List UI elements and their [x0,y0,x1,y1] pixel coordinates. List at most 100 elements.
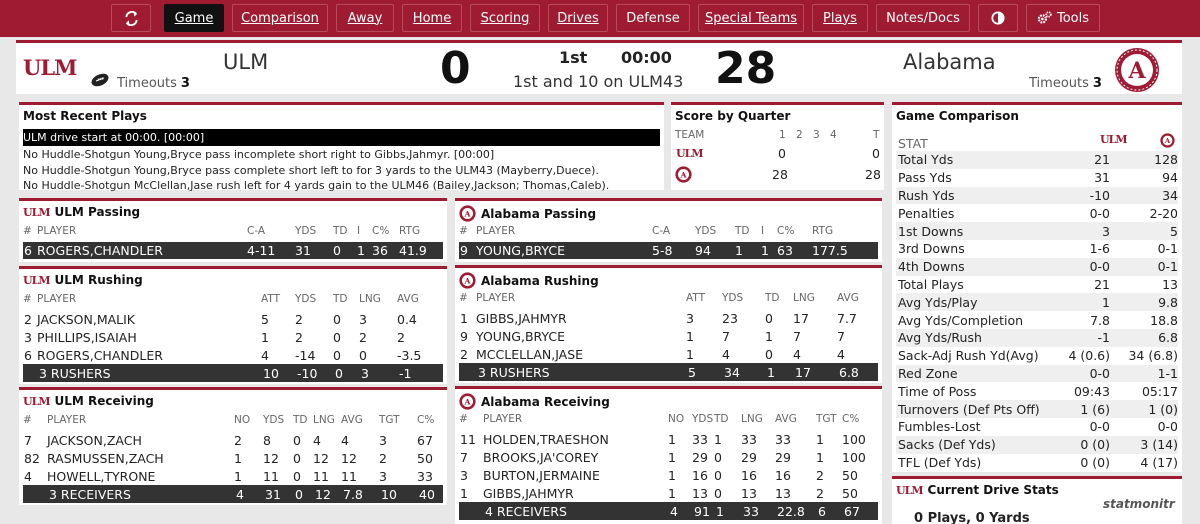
score-by-quarter-panel: Score by Quarter TEAM 1 2 3 4 T ULM 0 0 … [671,102,884,190]
away-score: 0 [440,43,471,94]
comparison-row: Rush Yds -10 34 [896,186,1178,205]
ulm-stat-value: -1 [1097,330,1110,346]
ulm_receiving-title: ULM ULM Receiving [23,394,154,408]
ulm-mini-logo: ULM [23,394,50,408]
bama_rushing-title: A Alabama Rushing [459,272,599,289]
alabama-mini-logo-icon: A [459,272,476,289]
alabama-stat-value: 0-0 [1157,419,1178,435]
table-row[interactable]: 6 ROGERS,CHANDLER 4-11 31 0 1 36 41.9 [23,242,443,259]
alabama-mini-logo-icon: A [459,205,476,222]
home-timeouts: Timeouts 3 [1029,76,1102,91]
tab-special-teams[interactable]: Special Teams [698,4,804,32]
recent-plays-panel: Most Recent Plays ULM drive start at 00:… [19,102,664,192]
drive-summary: 0 Plays, 0 Yards [914,511,1030,524]
comparison-row: Time of Poss 09:43 05:17 [896,382,1178,400]
comparison-row: Avg Yds/Rush -1 6.8 [896,329,1178,347]
table-row[interactable]: 1 GIBBS,JAHMYR 3 23 0 17 7.7 [460,310,857,326]
ulm-stat-value: 1 (6) [1080,401,1110,417]
ulm-receiving-panel: ULM ULM Receiving # PLAYER NO YDS TD LNG AVG TGT C… [19,387,447,505]
table-row[interactable]: 82 RASMUSSEN,ZACH 1 12 0 12 12 2 50 [24,450,433,466]
tab-notes-docs[interactable]: Notes/Docs [876,4,970,32]
alabama-stat-value: 13 [1162,276,1178,292]
table-header: # PLAYER C-A YDS TD I C% RTG [23,225,421,237]
table-row[interactable]: 1 GIBBS,JAHMYR 1 13 0 13 13 2 50 [460,485,858,501]
stat-label: 1st Downs [898,223,964,239]
ulm-stat-value: 3 [1102,223,1110,239]
alabama-stat-value: 4 (17) [1140,454,1178,470]
table-total-row: 3 RUSHERS 10 -10 0 3 -1 [23,364,443,382]
table-row[interactable]: 2 MCCLELLAN,JASE 1 4 0 4 4 [460,346,845,362]
alabama-logo-icon: A [1115,48,1159,92]
comparison-row: Avg Yds/Play 1 9.8 [896,293,1178,312]
table-row[interactable]: 4 HOWELL,TYRONE 1 11 0 11 11 3 33 [24,468,433,484]
svg-text:A: A [1127,58,1146,84]
table-row[interactable]: 7 BROOKS,JA'COREY 1 29 0 29 29 1 100 [460,449,866,465]
table-row[interactable]: 7 JACKSON,ZACH 2 8 0 4 4 3 67 [24,432,433,448]
table-row: A 28 28 [675,166,881,183]
tab-away[interactable]: Away [336,4,394,32]
tab-game[interactable]: Game [164,4,224,32]
alabama-mini-logo-icon: A [1160,133,1175,148]
comparison-row: Pass Yds 31 94 [896,169,1178,187]
current-drive-panel: ULM Current Drive Stats 0 Plays, 0 Yards [892,476,1182,524]
table-row[interactable]: 11 HOLDEN,TRAESHON 1 33 1 33 33 1 100 [460,431,866,447]
alabama-stat-value: 34 [1162,187,1178,203]
comparison-row: Fumbles-Lost 0-0 0-0 [896,418,1178,436]
comparison-row: Penalties 0-0 2-20 [896,204,1178,222]
refresh-icon [124,10,138,26]
alabama-passing-panel: A Alabama Passing # PLAYER C-A YDS TD I C% RTG 9 YO… [455,198,882,262]
tools-button[interactable]: Tools [1026,4,1100,32]
tab-scoring[interactable]: Scoring [470,4,540,32]
tab-home[interactable]: Home [402,4,462,32]
play-row[interactable]: No Huddle-Shotgun Young,Bryce pass compl… [23,164,599,177]
tools-label: Tools [1056,10,1090,26]
table-row[interactable]: 6 ROGERS,CHANDLER 4 -14 0 0 -3.5 [24,347,422,363]
contrast-toggle-button[interactable] [978,4,1018,32]
comparison-row: Turnovers (Def Pts Off) 1 (6) 1 (0) [896,400,1178,418]
refresh-button[interactable] [111,4,151,32]
alabama-stat-value: 3 (14) [1140,437,1178,453]
comparison-row: Avg Yds/Completion 7.8 18.8 [896,311,1178,329]
alabama-stat-value: 128 [1154,152,1178,168]
table-row[interactable]: 3 BURTON,JERMAINE 1 16 0 16 16 2 50 [460,467,858,483]
score-by-quarter-title: Score by Quarter [675,109,791,123]
alabama-stat-value: 2-20 [1149,205,1178,221]
comparison-row: Red Zone 0-0 1-1 [896,364,1178,383]
tab-comparison[interactable]: Comparison [232,4,328,32]
statmonitr-logo: statmonitr [1103,497,1175,511]
recent-plays-title: Most Recent Plays [23,109,147,123]
stat-label: Avg Yds/Play [898,294,978,310]
ulm-stat-value: 0-0 [1089,259,1110,275]
stat-label: Red Zone [898,365,958,381]
table-row: ULM 0 0 [676,146,880,161]
ulm-stat-value: 09:43 [1073,383,1110,399]
ulm_rushing-title: ULM ULM Rushing [23,273,143,287]
ulm-stat-value: 7.8 [1090,312,1110,328]
tab-defense[interactable]: Defense [616,4,690,32]
ulm-stat-value: 31 [1094,170,1110,186]
play-row[interactable]: No Huddle-Shotgun Young,Bryce pass incom… [23,148,495,161]
comparison-row: Sacks (Def Yds) 0 (0) 3 (14) [896,435,1178,454]
ulm-mini-logo: ULM [23,205,50,219]
tab-plays[interactable]: Plays [812,4,868,32]
comparison-row: Total Plays 21 13 [896,276,1178,294]
home-score: 28 [715,43,777,94]
stat-label: 4th Downs [898,259,965,275]
table-total-row: 3 RECEIVERS 4 31 0 12 7.8 10 40 [23,485,443,503]
play-row[interactable]: ULM drive start at 00:00. [00:00] [23,129,660,146]
ulm-mini-logo: ULM [676,147,703,160]
gears-icon [1037,11,1052,24]
play-row[interactable]: No Huddle-Shotgun McClellan,Jase rush le… [23,179,610,192]
table-row[interactable]: 9 YOUNG,BRYCE 1 7 1 7 7 [460,328,845,344]
alabama-rushing-panel: A Alabama Rushing # PLAYER ATT YDS TD LNG AVG 1 GI… [455,265,882,383]
away-timeouts: Timeouts 3 [117,76,190,91]
comparison-row: TFL (Def Yds) 0 (0) 4 (17) [896,454,1178,472]
ulm-rushing-panel: ULM ULM Rushing # PLAYER ATT YDS TD LNG AVG 2 JACK… [19,266,447,384]
table-row[interactable]: 3 PHILLIPS,ISAIAH 1 2 0 2 2 [24,329,405,345]
table-row[interactable]: 9 YOUNG,BRYCE 5-8 94 1 1 63 177.5 [459,242,878,259]
table-header: # PLAYER ATT YDS TD LNG AVG [459,292,859,304]
tab-drives[interactable]: Drives [548,4,608,32]
alabama-stat-value: 1-1 [1157,365,1178,381]
table-row[interactable]: 2 JACKSON,MALIK 5 2 0 3 0.4 [24,311,417,327]
table-header: TEAM 1 2 3 4 T [675,129,880,141]
